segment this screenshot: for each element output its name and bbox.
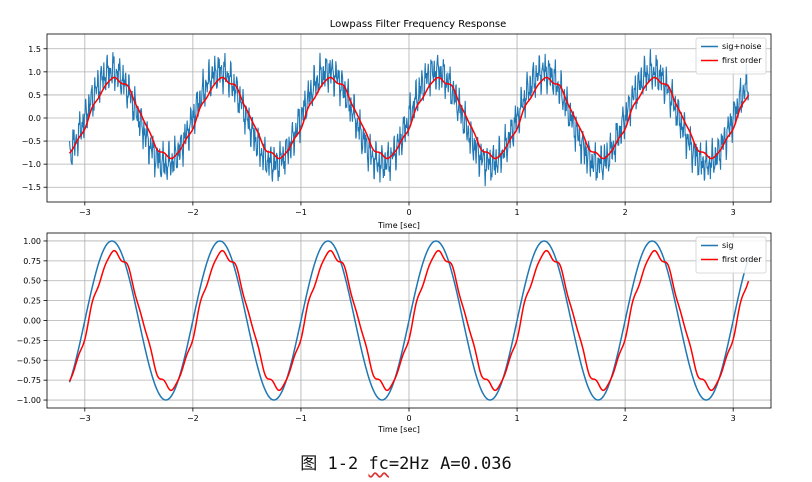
caption-fc-word: fc [368, 454, 389, 474]
y-tick-label: 0.00 [23, 317, 41, 326]
x-tick-label: 0 [406, 414, 411, 423]
y-tick-label: 1.0 [28, 68, 41, 77]
series-line-sig [68, 240, 750, 401]
figure-title: Lowpass Filter Frequency Response [330, 19, 507, 30]
y-tick-label: −0.50 [16, 356, 41, 365]
x-tick-label: −1 [295, 414, 307, 423]
x-tick-label: 3 [731, 414, 736, 423]
legend: sig first order [695, 236, 767, 274]
y-tick-label: −1.5 [22, 183, 41, 192]
x-tick-label: −3 [79, 414, 91, 423]
legend-label: first order [722, 255, 762, 264]
y-tick-label: 0.50 [23, 277, 41, 286]
legend: sig+noise first order [695, 37, 767, 75]
legend-label: sig+noise [722, 42, 762, 51]
y-tick-label: −0.75 [16, 376, 41, 385]
series-line-first-order [68, 76, 750, 160]
legend-label: first order [722, 56, 762, 65]
x-tick-label: −3 [79, 208, 91, 217]
y-tick-label: 0.5 [28, 91, 41, 100]
caption-prefix: 图 1-2 [300, 454, 369, 474]
x-tick-label: −2 [187, 208, 199, 217]
x-tick-label: 3 [731, 208, 736, 217]
x-tick-label: 1 [515, 414, 520, 423]
x-tick-label: −2 [187, 414, 199, 423]
legend-label: sig [722, 241, 733, 250]
x-tick-label: 2 [623, 414, 628, 423]
top-chart: −3 −2 −1 0 1 2 3 −1.5 −1.0 −0.5 0.0 0.5 1.0 1.5 Time [… [22, 33, 772, 230]
y-tick-label: −1.0 [22, 160, 41, 169]
figure: Lowpass Filter Frequency Response −3 −2 −1… [16, 19, 772, 434]
y-tick-label: 1.5 [28, 45, 41, 54]
x-tick-label: 0 [406, 208, 411, 217]
y-tick-label: 0.25 [23, 297, 41, 306]
x-tick-label: 1 [515, 208, 520, 217]
y-tick-label: 0.0 [28, 114, 41, 123]
x-tick-label: 2 [623, 208, 628, 217]
bottom-chart: −3 −2 −1 0 1 2 3 −1.00 −0.75 −0.50 −0.25 0.00 0.25 0.… [16, 232, 772, 434]
x-axis-label: Time [sec] [377, 221, 420, 230]
x-axis-label: Time [sec] [377, 425, 420, 434]
series-line-first-order [68, 249, 750, 392]
series-line-sig-noise [68, 49, 750, 187]
figure-caption: 图 1-2 fc=2Hz A=0.036 [0, 449, 812, 474]
caption-rest: =2Hz A=0.036 [388, 454, 512, 474]
y-tick-label: −0.25 [16, 336, 41, 345]
y-tick-label: −0.5 [22, 137, 41, 146]
y-tick-label: 0.75 [23, 257, 41, 266]
y-tick-label: −1.00 [16, 396, 41, 405]
y-tick-label: 1.00 [23, 237, 41, 246]
x-tick-label: −1 [295, 208, 307, 217]
